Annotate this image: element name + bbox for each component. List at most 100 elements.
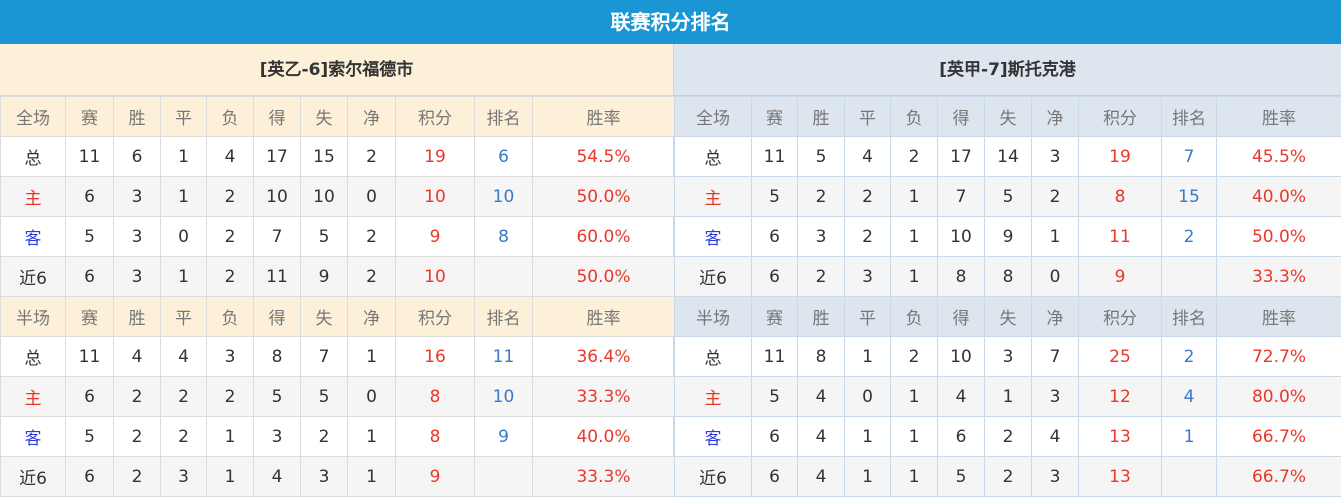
cell-goals-for: 5 — [254, 377, 301, 417]
column-header-goals-for: 得 — [254, 297, 301, 337]
column-header-won: 胜 — [798, 297, 845, 337]
cell-goal-diff: 0 — [1032, 257, 1079, 297]
cell-goals-for: 17 — [254, 137, 301, 177]
cell-points: 10 — [396, 177, 475, 217]
column-header-goals-against: 失 — [301, 97, 348, 137]
cell-points: 19 — [1079, 137, 1162, 177]
cell-points: 8 — [396, 377, 475, 417]
cell-played: 5 — [752, 177, 798, 217]
cell-lost: 2 — [207, 257, 254, 297]
cell-win-rate: 50.0% — [533, 177, 675, 217]
cell-goal-diff: 2 — [348, 137, 396, 177]
cell-points: 9 — [396, 217, 475, 257]
section-header-row: 全场赛胜平负得失净积分排名胜率 — [1, 97, 675, 137]
cell-rank: 6 — [475, 137, 533, 177]
cell-label: 近6 — [675, 257, 752, 297]
cell-lost: 4 — [207, 137, 254, 177]
column-header-goals-for: 得 — [938, 297, 985, 337]
cell-lost: 2 — [207, 217, 254, 257]
cell-lost: 2 — [207, 177, 254, 217]
cell-label: 总 — [675, 137, 752, 177]
cell-goal-diff: 7 — [1032, 337, 1079, 377]
cell-points: 8 — [1079, 177, 1162, 217]
cell-played: 11 — [752, 337, 798, 377]
cell-goal-diff: 0 — [348, 177, 396, 217]
cell-goal-diff: 3 — [1032, 137, 1079, 177]
column-header-played: 赛 — [752, 97, 798, 137]
cell-rank: 2 — [1162, 337, 1217, 377]
column-header-drawn: 平 — [161, 97, 207, 137]
cell-played: 6 — [66, 257, 114, 297]
cell-goal-diff: 2 — [348, 257, 396, 297]
cell-win-rate: 33.3% — [1217, 257, 1341, 297]
team-name: [英乙-6]索尔福德市 — [0, 44, 673, 96]
cell-win-rate: 50.0% — [533, 257, 675, 297]
cell-lost: 2 — [207, 377, 254, 417]
cell-label: 客 — [675, 417, 752, 457]
cell-lost: 1 — [207, 417, 254, 457]
cell-win-rate: 54.5% — [533, 137, 675, 177]
cell-win-rate: 72.7% — [1217, 337, 1341, 377]
cell-goals-against: 2 — [301, 417, 348, 457]
cell-rank: 10 — [475, 177, 533, 217]
column-header-rank: 排名 — [1162, 97, 1217, 137]
cell-won: 4 — [798, 417, 845, 457]
cell-goals-for: 7 — [254, 217, 301, 257]
column-header-label: 半场 — [675, 297, 752, 337]
column-header-played: 赛 — [752, 297, 798, 337]
cell-goals-against: 1 — [985, 377, 1032, 417]
cell-label: 客 — [675, 217, 752, 257]
cell-lost: 2 — [891, 337, 938, 377]
cell-rank: 15 — [1162, 177, 1217, 217]
cell-points: 13 — [1079, 417, 1162, 457]
column-header-lost: 负 — [891, 297, 938, 337]
cell-played: 6 — [66, 377, 114, 417]
cell-goal-diff: 3 — [1032, 377, 1079, 417]
column-header-drawn: 平 — [161, 297, 207, 337]
column-header-lost: 负 — [891, 97, 938, 137]
column-header-lost: 负 — [207, 297, 254, 337]
cell-goals-for: 6 — [938, 417, 985, 457]
section-header-row: 半场赛胜平负得失净积分排名胜率 — [675, 297, 1341, 337]
cell-rank: 10 — [475, 377, 533, 417]
cell-win-rate: 33.3% — [533, 377, 675, 417]
cell-drawn: 4 — [845, 137, 891, 177]
cell-lost: 1 — [891, 217, 938, 257]
cell-points: 9 — [1079, 257, 1162, 297]
cell-rank: 1 — [1162, 417, 1217, 457]
cell-points: 16 — [396, 337, 475, 377]
cell-label: 总 — [1, 137, 66, 177]
column-header-label: 全场 — [1, 97, 66, 137]
cell-label: 近6 — [1, 257, 66, 297]
column-header-goal-diff: 净 — [348, 297, 396, 337]
cell-goals-against: 8 — [985, 257, 1032, 297]
cell-goals-for: 10 — [254, 177, 301, 217]
cell-rank: 8 — [475, 217, 533, 257]
cell-label: 主 — [1, 177, 66, 217]
cell-label: 主 — [675, 177, 752, 217]
cell-lost: 1 — [891, 417, 938, 457]
cell-goals-against: 15 — [301, 137, 348, 177]
cell-goals-against: 9 — [301, 257, 348, 297]
cell-rank: 2 — [1162, 217, 1217, 257]
cell-played: 6 — [752, 257, 798, 297]
column-header-played: 赛 — [66, 97, 114, 137]
cell-won: 2 — [114, 377, 161, 417]
cell-goals-against: 5 — [301, 377, 348, 417]
column-header-points: 积分 — [1079, 97, 1162, 137]
cell-points: 19 — [396, 137, 475, 177]
cell-drawn: 2 — [161, 377, 207, 417]
cell-drawn: 1 — [161, 257, 207, 297]
cell-label: 主 — [675, 377, 752, 417]
cell-won: 3 — [798, 217, 845, 257]
cell-win-rate: 45.5% — [1217, 137, 1341, 177]
cell-played: 6 — [66, 177, 114, 217]
cell-drawn: 4 — [161, 337, 207, 377]
cell-won: 3 — [114, 257, 161, 297]
